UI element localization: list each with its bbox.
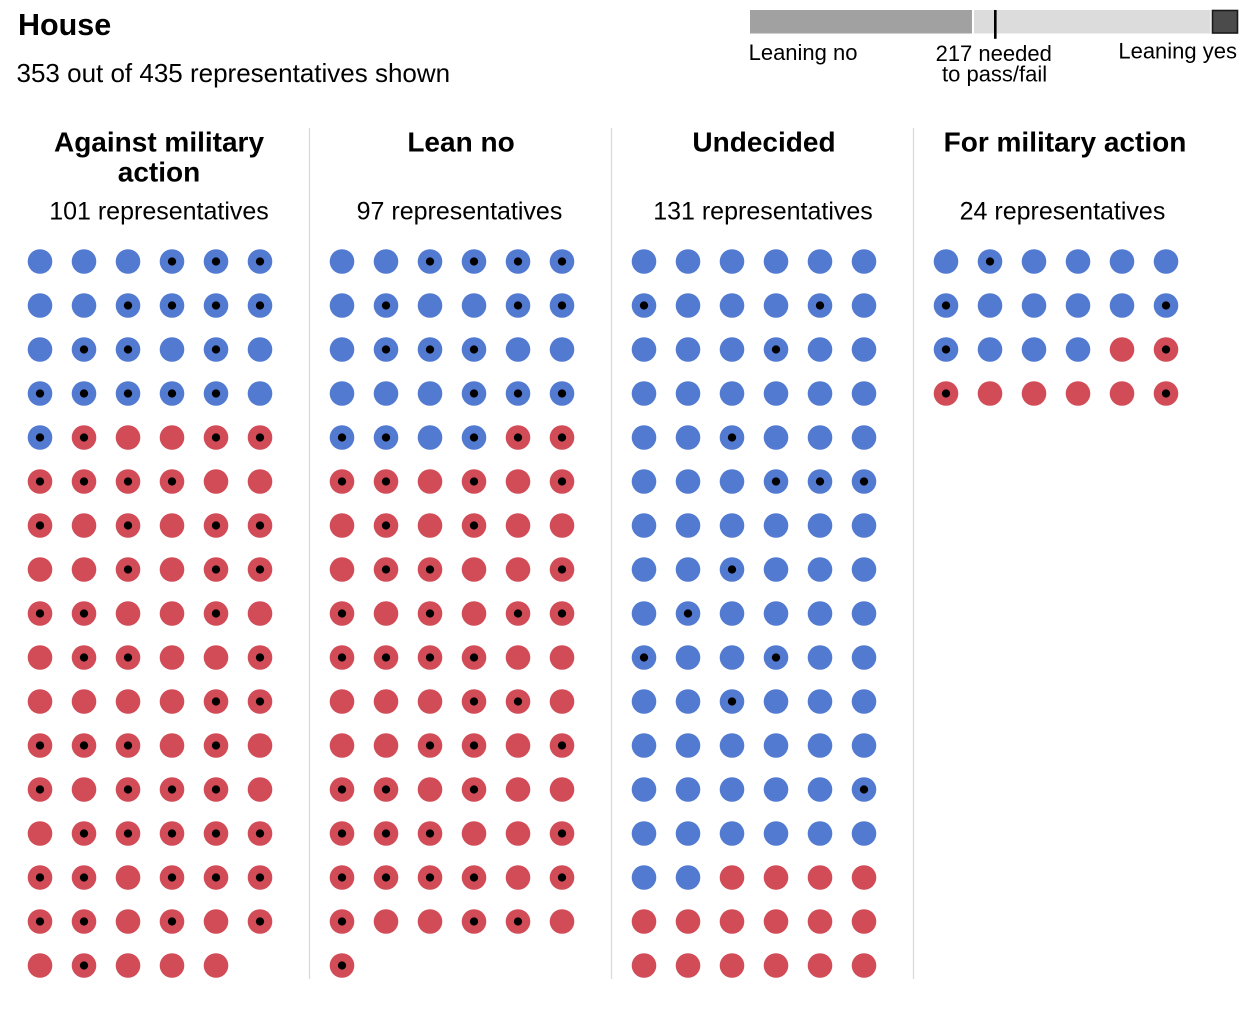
svg-text:24 representatives: 24 representatives: [960, 198, 1166, 226]
svg-text:Undecided: Undecided: [692, 126, 835, 157]
svg-text:For military action: For military action: [944, 126, 1187, 157]
svg-text:217 needed: 217 needed: [936, 41, 1052, 66]
svg-text:97 representatives: 97 representatives: [357, 198, 563, 226]
svg-text:House: House: [18, 8, 111, 42]
svg-text:Against military: Against military: [54, 126, 264, 157]
svg-text:131 representatives: 131 representatives: [653, 198, 873, 226]
svg-text:Leaning yes: Leaning yes: [1118, 39, 1237, 64]
svg-text:action: action: [118, 157, 200, 188]
svg-text:to pass/fail: to pass/fail: [942, 62, 1047, 87]
svg-text:Leaning no: Leaning no: [749, 40, 858, 65]
svg-text:101 representatives: 101 representatives: [49, 198, 269, 226]
svg-text:353 out of 435 representatives: 353 out of 435 representatives shown: [17, 58, 451, 88]
svg-text:Lean no: Lean no: [407, 126, 514, 157]
